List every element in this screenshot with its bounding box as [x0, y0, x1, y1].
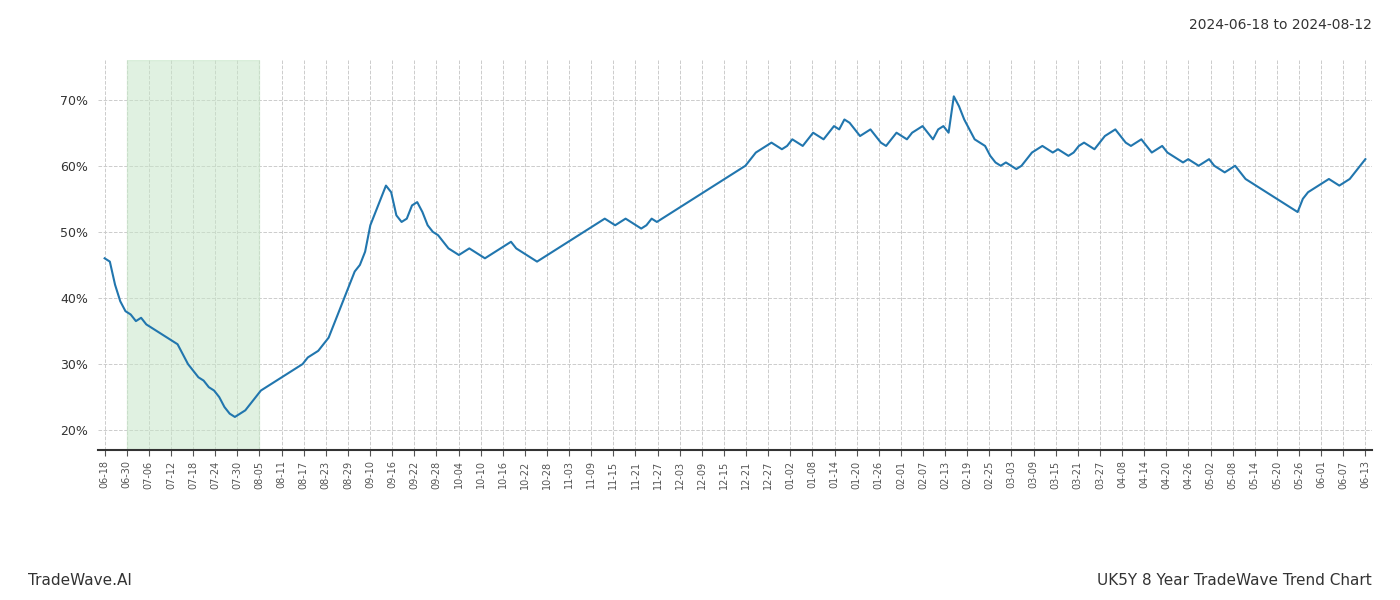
Text: TradeWave.AI: TradeWave.AI — [28, 573, 132, 588]
Text: 2024-06-18 to 2024-08-12: 2024-06-18 to 2024-08-12 — [1189, 18, 1372, 32]
Bar — [127, 60, 259, 450]
Text: UK5Y 8 Year TradeWave Trend Chart: UK5Y 8 Year TradeWave Trend Chart — [1098, 573, 1372, 588]
